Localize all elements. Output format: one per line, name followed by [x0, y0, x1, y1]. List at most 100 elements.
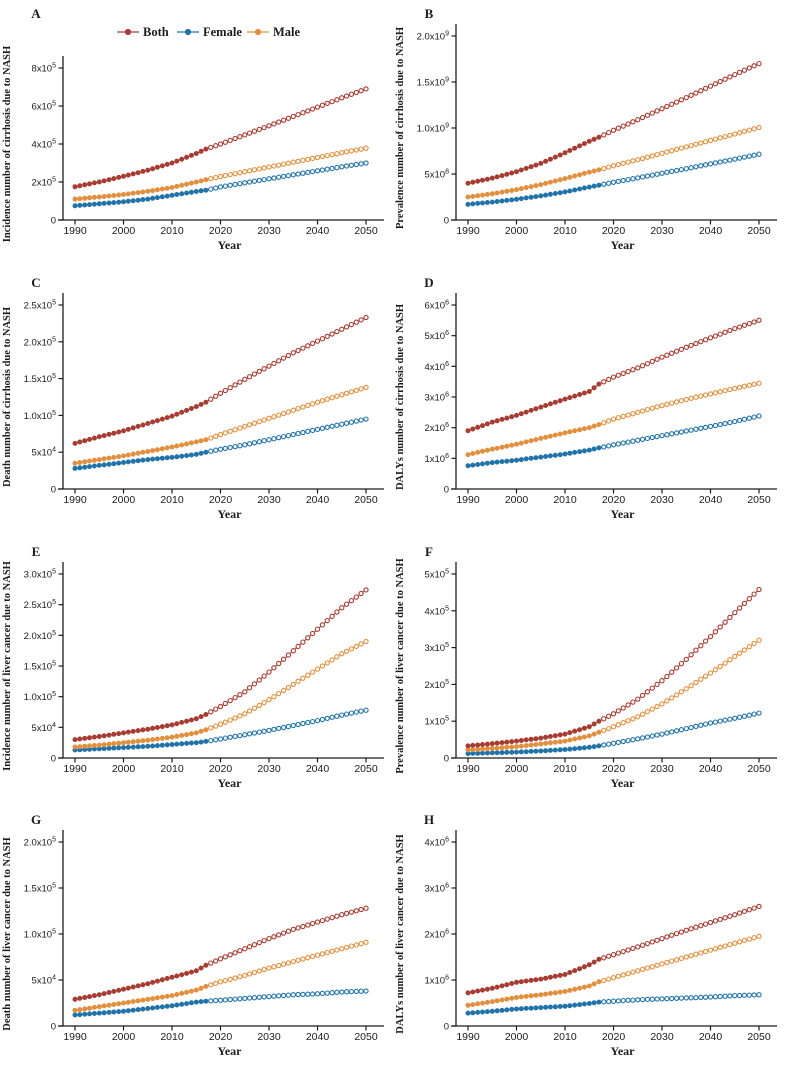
y-axis-title: DALYs number of cirrhosis due to NASH [395, 304, 406, 490]
observed-point [489, 459, 495, 465]
x-tick-label: 2040 [699, 763, 723, 775]
observed-point [150, 195, 156, 201]
projected-point [305, 672, 311, 678]
observed-point [557, 973, 563, 979]
projected-point [261, 365, 267, 372]
observed-point [154, 978, 160, 984]
projected-point [712, 946, 719, 952]
projected-point [232, 382, 238, 388]
x-axis-title: Year [218, 507, 243, 521]
projected-point [261, 417, 267, 423]
observed-point [470, 989, 476, 995]
projected-point [222, 997, 228, 1003]
projected-point [222, 183, 228, 189]
observed-point [484, 1000, 490, 1006]
observed-point [203, 998, 209, 1004]
x-tick-label: 1990 [456, 494, 480, 506]
observed-point [82, 1011, 88, 1017]
observed-point [77, 183, 83, 189]
observed-point [125, 729, 131, 735]
observed-point [586, 169, 592, 175]
projected-point [610, 441, 617, 448]
observed-point [557, 451, 563, 457]
projected-point [232, 694, 238, 700]
projected-point [659, 700, 665, 707]
projected-point [314, 399, 321, 405]
projected-point [654, 731, 660, 738]
observed-point [130, 171, 136, 177]
observed-point [203, 726, 209, 732]
x-tick-label: 2030 [650, 1031, 674, 1043]
observed-point [577, 966, 583, 972]
projected-point [348, 909, 355, 915]
observed-point [480, 461, 485, 467]
observed-point [480, 200, 485, 206]
projected-point [678, 429, 685, 435]
observed-point [494, 740, 500, 746]
projected-point [217, 956, 224, 962]
observed-point [96, 733, 102, 739]
observed-point [489, 419, 495, 425]
observed-point [567, 970, 573, 976]
projected-point [300, 720, 306, 726]
observed-point [552, 747, 558, 753]
observed-point [518, 743, 524, 749]
observed-point [101, 745, 107, 751]
projected-point [319, 951, 326, 957]
observed-point [203, 436, 209, 442]
projected-point [237, 170, 243, 176]
observed-point [596, 182, 602, 188]
projected-point [756, 124, 762, 131]
projected-point [746, 907, 752, 913]
observed-point [184, 731, 190, 737]
observed-point [514, 169, 519, 175]
projected-point [717, 663, 723, 669]
projected-point [683, 954, 689, 960]
observed-point [518, 994, 524, 1000]
observed-point [193, 189, 199, 194]
projected-point [305, 719, 311, 725]
observed-point [87, 202, 92, 208]
observed-point [523, 439, 529, 445]
projected-point [654, 937, 660, 944]
x-tick-label: 2010 [160, 1031, 184, 1043]
projected-point [266, 363, 272, 369]
observed-point [111, 454, 117, 460]
projected-point [610, 127, 617, 133]
projected-point [732, 418, 738, 424]
projected-point [246, 440, 253, 447]
projected-point [751, 935, 757, 941]
projected-point [222, 139, 228, 145]
x-tick-label: 2010 [553, 225, 577, 237]
x-tick-label: 2000 [505, 494, 529, 506]
projected-point [208, 998, 214, 1004]
observed-point [150, 1005, 156, 1011]
observed-point [91, 194, 97, 200]
projected-point [688, 682, 694, 688]
projected-point [251, 970, 258, 976]
projected-point [639, 966, 646, 973]
observed-point [591, 1000, 597, 1006]
observed-point [101, 432, 107, 438]
projected-point [606, 180, 612, 186]
observed-point [514, 1006, 519, 1012]
observed-point [484, 750, 490, 755]
observed-point [533, 194, 539, 200]
projected-point [678, 397, 685, 404]
y-tick-label: 0 [444, 753, 449, 764]
projected-point [639, 734, 646, 741]
x-tick-label: 2050 [354, 763, 378, 775]
observed-point [470, 742, 476, 748]
panel-H: H 0 1x106 2x106 3x106 4x106 1990 2000 2010 2020 20… [393, 806, 786, 1075]
y-tick-label: 5x104 [31, 975, 56, 987]
projected-point [213, 736, 219, 742]
observed-point [184, 190, 190, 196]
x-tick-label: 2040 [306, 494, 330, 506]
observed-point [121, 428, 126, 434]
observed-point [106, 455, 112, 461]
projected-point [649, 964, 655, 970]
observed-point [572, 728, 578, 734]
projected-point [630, 438, 636, 444]
projected-point [717, 623, 723, 630]
projected-point [727, 327, 733, 333]
